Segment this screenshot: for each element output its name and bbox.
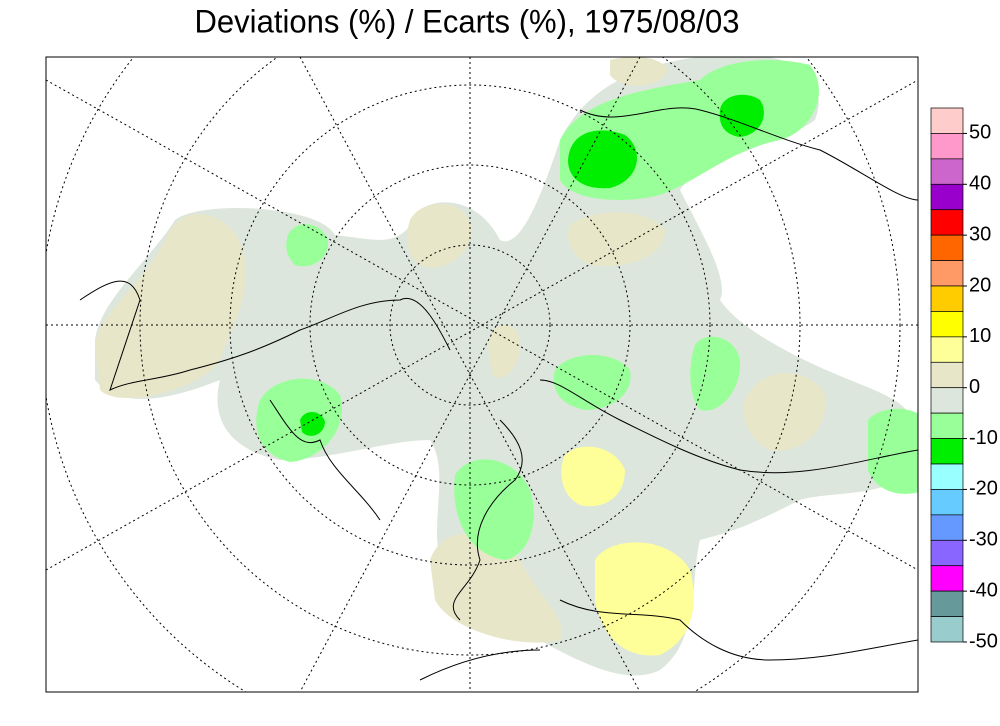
map-region xyxy=(610,57,668,86)
colorbar-tick-label: 40 xyxy=(969,173,991,195)
map-region xyxy=(568,130,637,189)
colorbar-bin xyxy=(930,209,964,236)
colorbar-bin xyxy=(930,183,964,211)
colorbar-tick-label: -50 xyxy=(969,630,998,652)
map-region xyxy=(868,408,918,494)
colorbar-bin xyxy=(930,133,964,160)
colorbar-bin xyxy=(930,539,964,567)
colorbar-tick-label: -40 xyxy=(969,579,998,601)
colorbar-bin xyxy=(930,361,964,389)
colorbar-tick-label: 10 xyxy=(969,325,991,347)
colorbar-bin xyxy=(930,514,964,541)
colorbar-tick-label: 30 xyxy=(969,223,991,245)
coastlines xyxy=(79,107,918,681)
map-region xyxy=(430,533,562,643)
colorbar-tick-label: 20 xyxy=(969,274,991,296)
colorbar-bin xyxy=(930,489,964,516)
map-region xyxy=(286,224,329,267)
map-region xyxy=(743,373,826,451)
map-region xyxy=(690,336,741,411)
map xyxy=(46,57,918,692)
colorbar-bin xyxy=(930,260,964,287)
colorbar-tick-label: 0 xyxy=(969,376,980,398)
map-frame xyxy=(45,56,919,693)
colorbar-bin xyxy=(930,336,964,363)
map-region xyxy=(568,212,665,267)
colorbar-bin xyxy=(930,616,964,643)
colorbar-bin xyxy=(930,107,964,134)
colorbar-bin xyxy=(930,590,964,617)
lat-lon-grid xyxy=(46,57,918,692)
colorbar-bin xyxy=(930,285,964,312)
map-region xyxy=(488,324,521,378)
map-region xyxy=(300,411,325,436)
colorbar-bin xyxy=(930,463,964,490)
map-region xyxy=(407,203,473,268)
colorbar-bin xyxy=(930,412,964,439)
map-region xyxy=(454,459,534,560)
colorbar-bin xyxy=(930,438,964,465)
colorbar-tick-label: -10 xyxy=(969,427,998,449)
map-region xyxy=(95,214,246,399)
colorbar: 50 40 30 20 10 0 -10 -20 -30 -40 -50 xyxy=(930,107,998,652)
colorbar-tick-label: 50 xyxy=(969,122,991,144)
map-region xyxy=(561,446,625,507)
colorbar-bin xyxy=(930,158,964,185)
colorbar-bin xyxy=(930,234,964,261)
colorbar-bin xyxy=(930,565,964,592)
colorbar-bin xyxy=(930,311,964,338)
map-region xyxy=(595,542,694,656)
map-region xyxy=(553,355,631,410)
colorbar-tick-label: -30 xyxy=(969,529,998,551)
map-title: Deviations (%) / Ecarts (%), 1975/08/03 xyxy=(195,3,740,39)
colorbar-bin xyxy=(930,387,964,414)
colorbar-tick-label: -20 xyxy=(969,478,998,500)
map-region xyxy=(719,94,764,137)
